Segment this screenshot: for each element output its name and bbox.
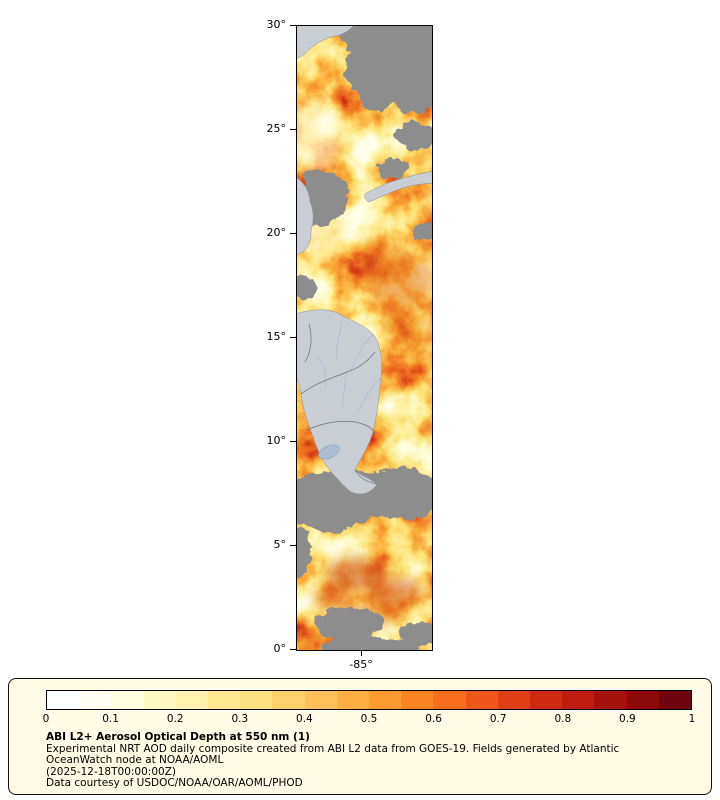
land-gulf-coast (297, 26, 354, 60)
aod-raster (297, 26, 432, 650)
y-tick-label: 20° (266, 226, 287, 239)
colorbar-tick-label: 0 (42, 713, 50, 725)
colorbar-segment (594, 691, 627, 709)
y-tick-label: 10° (266, 434, 287, 447)
colorbar-segment (175, 691, 209, 709)
colorbar-tick-label: 0.2 (166, 713, 184, 725)
colorbar (46, 690, 692, 710)
cloud-nodata-regions (297, 26, 432, 650)
y-tick (290, 441, 296, 442)
colorbar-segment (465, 691, 498, 709)
legend-timestamp: (2025-12-18T00:00:00Z) (46, 765, 176, 778)
colorbar-segment (208, 691, 241, 709)
y-tick-label: 5° (273, 538, 287, 551)
colorbar-segment (658, 691, 692, 709)
colorbar-segment (401, 691, 434, 709)
colorbar-tick-labels: 0 0.1 0.2 0.3 0.4 0.5 0.6 0.7 0.8 0.9 1 (42, 713, 696, 726)
rivers (316, 315, 382, 411)
land-central-america (297, 309, 382, 495)
colorbar-tick-label: 0.1 (102, 713, 119, 725)
colorbar-tick-label: 0.8 (554, 713, 572, 725)
legend-caption: ABI L2+ Aerosol Optical Depth at 550 nm … (46, 731, 620, 790)
y-tick (290, 649, 296, 650)
y-tick (290, 129, 296, 130)
colorbar-segment (79, 691, 112, 709)
colorbar-tick-label: 0.9 (619, 713, 636, 725)
lake-nicaragua (318, 444, 340, 460)
colorbar-tick-label: 0.5 (360, 713, 378, 725)
x-tick-label: -85° (349, 658, 373, 671)
colorbar-tick-label: 0.3 (231, 713, 249, 725)
colorbar-gradient (47, 691, 692, 709)
legend-description-line: OceanWatch node at NOAA/AOML (46, 754, 224, 766)
legend-panel: 0 0.1 0.2 0.3 0.4 0.5 0.6 0.7 0.8 0.9 1 … (8, 678, 712, 795)
y-tick (290, 233, 296, 234)
colorbar-tick-label: 0.4 (296, 713, 313, 725)
colorbar-segment (497, 691, 531, 709)
legend-description-line: Experimental NRT AOD daily composite cre… (46, 742, 620, 755)
colorbar-segment (143, 691, 176, 709)
y-tick-label: 25° (266, 122, 287, 135)
y-tick (290, 545, 296, 546)
y-tick (290, 25, 296, 26)
colorbar-tick-label: 0.7 (489, 713, 507, 725)
colorbar-tick-label: 1 (688, 713, 696, 725)
colorbar-tick-label: 0.6 (425, 713, 442, 725)
land-regions (297, 26, 432, 495)
x-tick (361, 651, 362, 656)
legend-credit: Data courtesy of USDOC/NOAA/OAR/AOML/PHO… (46, 777, 303, 789)
colorbar-segment (433, 691, 466, 709)
colorbar-segment (304, 691, 337, 709)
colorbar-segment (47, 691, 80, 709)
map-plot (296, 25, 433, 651)
colorbar-segment (240, 691, 273, 709)
colorbar-segment (272, 691, 305, 709)
y-tick (290, 337, 296, 338)
colorbar-segment (562, 691, 595, 709)
y-tick-label: 15° (266, 330, 287, 343)
colorbar-segment (369, 691, 402, 709)
colorbar-segment (111, 691, 144, 709)
colorbar-segment (530, 691, 563, 709)
y-tick-label: 0° (273, 642, 287, 655)
land-yucatan (297, 177, 314, 256)
legend-title: ABI L2+ Aerosol Optical Depth at 550 nm … (46, 731, 310, 743)
colorbar-segment (336, 691, 370, 709)
y-tick-label: 30° (266, 18, 287, 31)
colorbar-segment (626, 691, 659, 709)
land-cuba (364, 171, 432, 203)
